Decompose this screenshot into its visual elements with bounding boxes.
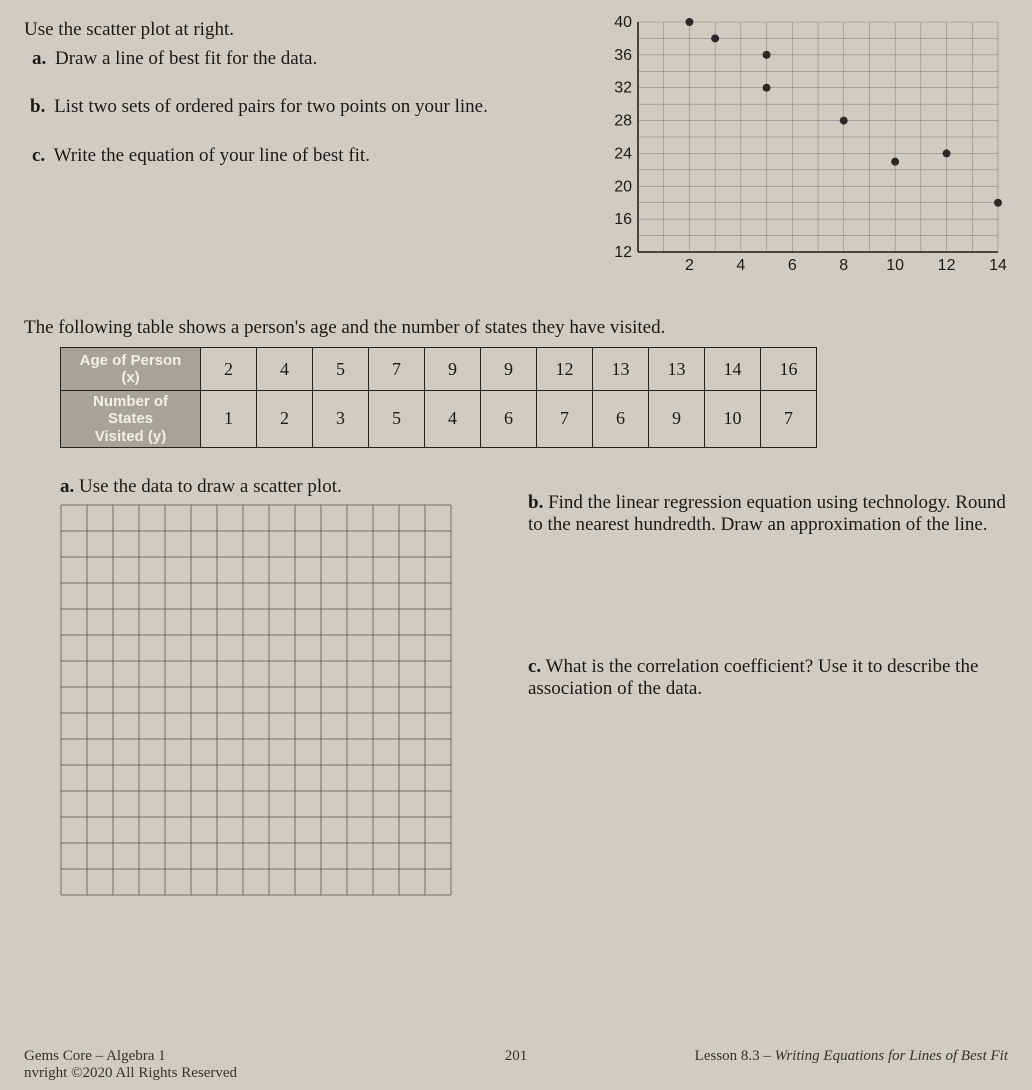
svg-text:12: 12 (938, 257, 956, 274)
row1-header: Age of Person (x) (61, 348, 201, 391)
table-cell: 9 (481, 348, 537, 391)
svg-text:4: 4 (736, 257, 745, 274)
table-cell: 5 (369, 391, 425, 448)
row2-header: Number of States Visited (y) (61, 391, 201, 448)
scatter-chart: 24681012141216202428323640 (598, 16, 1008, 281)
svg-text:24: 24 (614, 145, 632, 162)
lower-a-text: Use the data to draw a scatter plot. (79, 476, 342, 497)
lower-c-text: What is the correlation coefficient? Use… (528, 656, 978, 699)
footer-page: 201 (505, 1048, 528, 1065)
svg-text:2: 2 (685, 257, 694, 274)
intro-text: Use the scatter plot at right. (24, 16, 586, 45)
footer-left1: Gems Core – Algebra 1 (24, 1048, 237, 1065)
table-cell: 2 (201, 348, 257, 391)
lower-b-label: b. (528, 492, 543, 513)
lower-a-label: a. (60, 476, 74, 497)
q-a-text: Draw a line of best fit for the data. (55, 48, 317, 69)
svg-text:36: 36 (614, 47, 632, 64)
table-cell: 3 (313, 391, 369, 448)
table-cell: 14 (705, 348, 761, 391)
svg-text:14: 14 (989, 257, 1007, 274)
table-prompt: The following table shows a person's age… (24, 317, 1008, 339)
svg-text:10: 10 (886, 257, 904, 274)
svg-text:40: 40 (614, 16, 632, 31)
lower-c-label: c. (528, 656, 541, 677)
svg-text:12: 12 (614, 244, 632, 261)
table-cell: 16 (761, 348, 817, 391)
lower-b-text: Find the linear regression equation usin… (528, 492, 1006, 535)
svg-text:28: 28 (614, 113, 632, 130)
footer-left2: nvright ©2020 All Rights Reserved (24, 1065, 237, 1082)
table-cell: 7 (369, 348, 425, 391)
table-cell: 6 (481, 391, 537, 448)
table-cell: 5 (313, 348, 369, 391)
footer: Gems Core – Algebra 1 nvright ©2020 All … (0, 1048, 1032, 1082)
table-cell: 7 (761, 391, 817, 448)
svg-text:8: 8 (839, 257, 848, 274)
svg-text:6: 6 (788, 257, 797, 274)
footer-lesson: Lesson 8.3 – Writing Equations for Lines… (695, 1048, 1008, 1082)
table-cell: 6 (593, 391, 649, 448)
q-c-text: Write the equation of your line of best … (54, 145, 370, 166)
data-table: Age of Person (x) 2457991213131416 Numbe… (60, 347, 817, 448)
table-cell: 4 (257, 348, 313, 391)
table-cell: 7 (537, 391, 593, 448)
table-cell: 13 (593, 348, 649, 391)
table-cell: 9 (425, 348, 481, 391)
q-b-label: b. (30, 96, 45, 117)
svg-text:20: 20 (614, 178, 632, 195)
table-cell: 13 (649, 348, 705, 391)
q-c-label: c. (32, 145, 45, 166)
table-cell: 2 (257, 391, 313, 448)
q-a-label: a. (32, 48, 46, 69)
table-cell: 9 (649, 391, 705, 448)
q-b-text: List two sets of ordered pairs for two p… (54, 96, 488, 117)
svg-text:32: 32 (614, 80, 632, 97)
blank-grid (60, 504, 500, 901)
table-cell: 12 (537, 348, 593, 391)
table-cell: 10 (705, 391, 761, 448)
table-cell: 4 (425, 391, 481, 448)
table-cell: 1 (201, 391, 257, 448)
svg-text:16: 16 (614, 211, 632, 228)
